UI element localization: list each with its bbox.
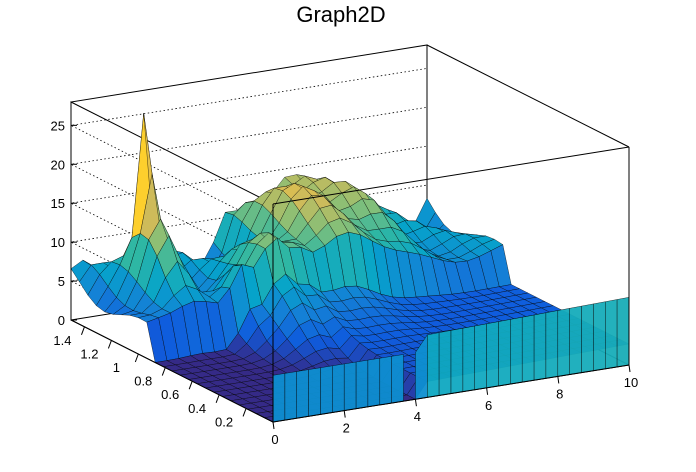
box-front-edges [272,44,630,422]
surface-skirt-cell [545,310,558,379]
y-tick [242,408,247,417]
y-tick [161,367,166,376]
top-right-edge [426,44,630,148]
surface-skirt-cell [320,365,333,415]
surface-skirt-cell [593,301,606,371]
x-tick [343,410,346,418]
y-tick [134,353,139,363]
y-tick [107,340,112,349]
x-tick [272,421,275,430]
surface-skirt-cell [581,303,594,373]
surface-skirt-cell [569,305,582,375]
surface-skirt-cell [367,357,380,408]
x-tick [486,387,489,395]
y-axis-line [70,319,274,423]
surface-skirt-cell [438,330,452,396]
x-tick [557,376,560,384]
surface-skirt-cell [427,332,440,398]
y-tick-label: 0.2 [215,414,233,429]
surface-skirt-cell [284,371,297,421]
surface-skirt-cell [344,361,357,411]
surface-skirt-cell [510,316,523,385]
z-tick-label: 15 [51,196,65,211]
y-tick-label: 0.8 [134,374,152,389]
x-tick-label: 0 [271,432,278,447]
surface-plot [70,113,630,423]
y-tick [188,381,193,390]
y-axis: 0.2 0.4 0.6 0.8 1 1.2 1.4 [53,319,274,429]
y-tick-label: 0.4 [188,401,206,416]
y-tick [215,394,220,403]
surface-skirt-cell [379,356,392,406]
surface-skirt-cell [450,327,464,394]
surface-skirt-cell [296,369,309,419]
x-tick [414,399,417,407]
z-tick-label: 20 [51,157,65,172]
surface-skirt-cell [272,373,286,423]
surface-skirt-cell [355,359,369,409]
y-tick-label: 0.6 [161,387,179,402]
surface-skirt-cell [522,314,535,383]
surface-skirt-cell [605,299,618,370]
x-tick-label: 4 [414,409,421,424]
surface-skirt-cell [474,323,487,390]
x-tick-label: 10 [624,375,638,390]
z-tick-label: 0 [58,313,65,328]
y-tick-label: 1.4 [53,333,71,348]
surface-skirt-cell [616,297,630,368]
z-tick-label: 25 [51,118,65,133]
z-tick-label: 5 [58,274,65,289]
y-tick-label: 1 [113,360,120,375]
x-tick-label: 2 [343,421,350,436]
surface-skirt-cell [462,325,475,392]
x-tick-label: 8 [556,386,563,401]
surface-skirt-cell [486,321,499,389]
surface-skirt-cell [498,319,511,387]
surface-skirt-cell [533,312,547,381]
y-tick [80,326,85,335]
surface-skirt-cell [308,367,321,417]
z-tick-label: 10 [51,235,65,250]
x-axis: 0 2 4 6 8 10 [271,364,638,447]
surface-skirt-cell [391,354,404,404]
x-tick [628,364,631,373]
surface-skirt-cell [557,308,570,377]
z-axis: 0 5 10 15 20 25 [51,102,77,328]
y-tick-label: 1.2 [80,346,98,361]
surface-skirt-cell [332,363,345,413]
chart-title: Graph2D [296,2,385,27]
x-axis-line [272,364,630,423]
x-tick-label: 6 [485,398,492,413]
top-front-edge [272,146,630,205]
